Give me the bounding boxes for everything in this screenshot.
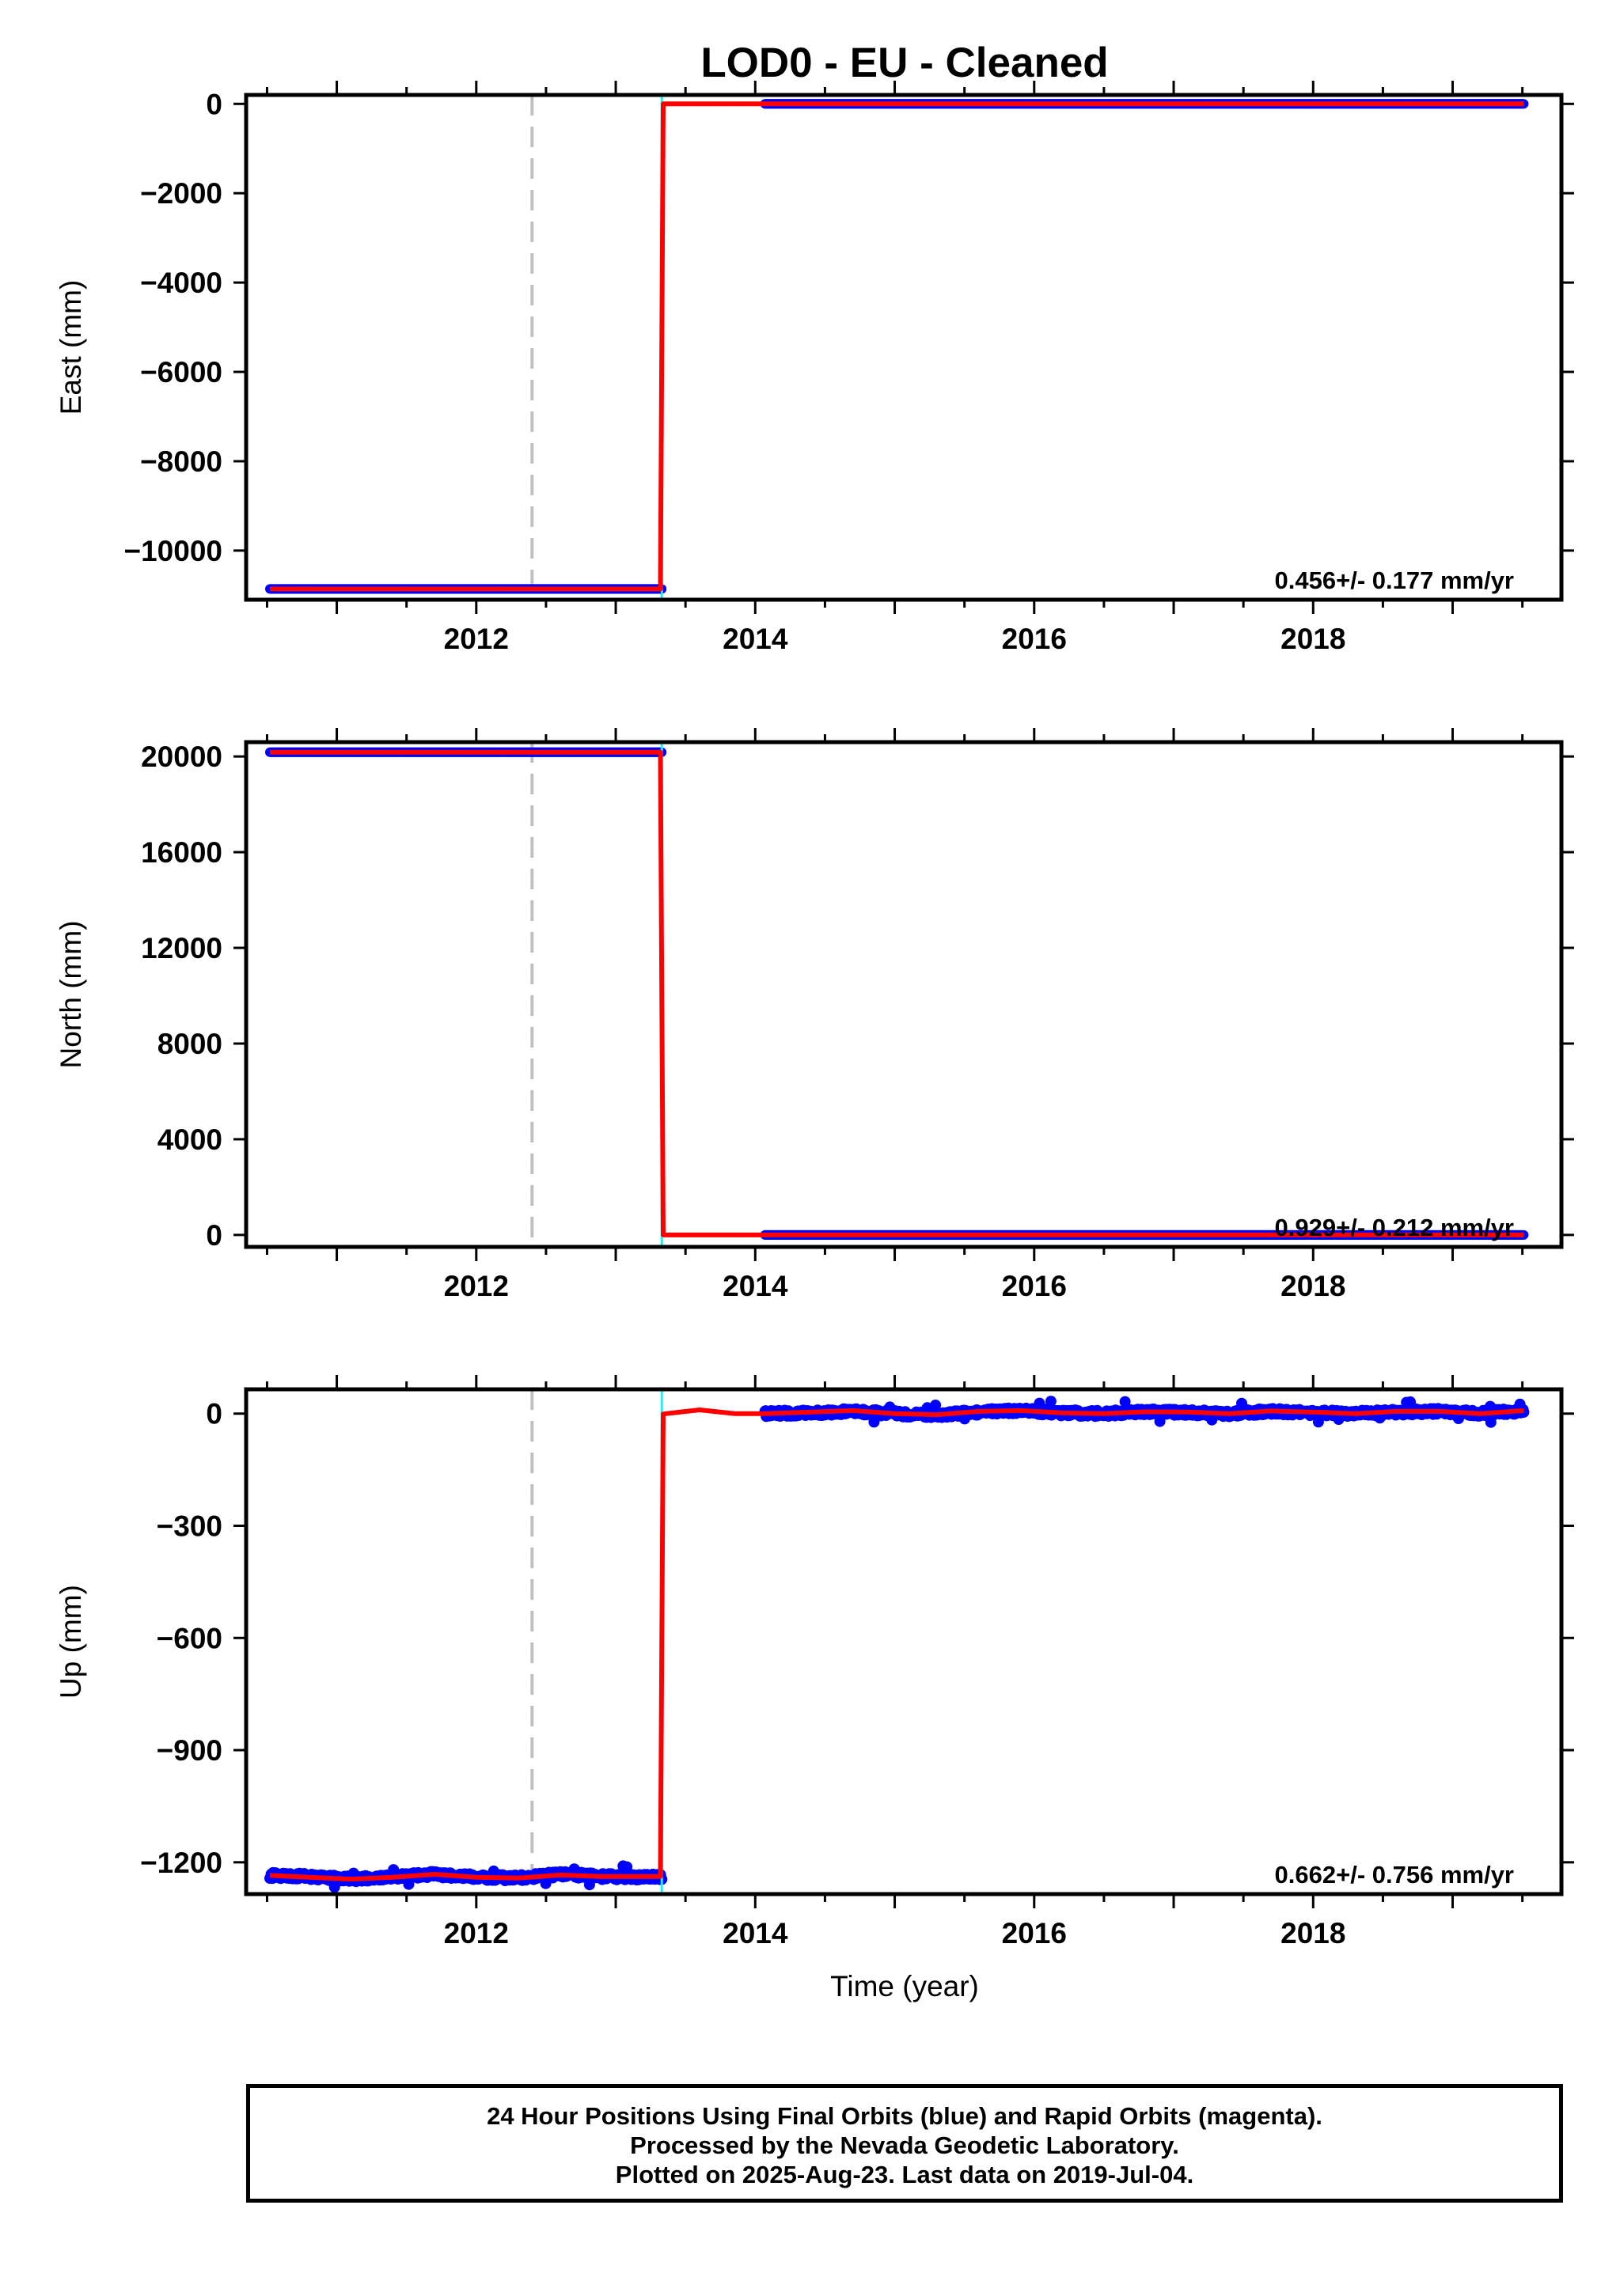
y-tick-label: 4000 bbox=[157, 1123, 222, 1156]
velocity-rate-text: 0.456+/- 0.177 mm/yr bbox=[1275, 566, 1514, 594]
figure-title: LOD0 - EU - Cleaned bbox=[700, 40, 1108, 86]
y-tick-label: 12000 bbox=[141, 932, 222, 964]
x-tick-label: 2018 bbox=[1280, 1270, 1345, 1302]
y-tick-label: 16000 bbox=[141, 836, 222, 869]
y-tick-label: −2000 bbox=[140, 177, 222, 210]
model-fit-line bbox=[270, 101, 1524, 592]
panel-2: 2012 2014 2016 2018 20000 16000 12000 8000 4000 0… bbox=[55, 728, 1574, 1302]
y-tick-label: 0 bbox=[206, 88, 222, 120]
y-tick-label: 20000 bbox=[141, 741, 222, 773]
panel-1: 2012 2014 2016 2018 0 −2000 −4000 −6000 −8000 −10… bbox=[55, 81, 1574, 655]
data-points bbox=[265, 99, 1529, 594]
plot-frame bbox=[244, 93, 1564, 602]
model-fit-line bbox=[270, 749, 1524, 1237]
x-tick-label: 2012 bbox=[444, 623, 509, 655]
y-tick-label: −4000 bbox=[140, 267, 222, 299]
data-points bbox=[264, 1396, 1530, 1893]
y-axis-label: North (mm) bbox=[55, 920, 87, 1068]
x-tick-label: 2014 bbox=[723, 623, 788, 655]
x-tick-label: 2014 bbox=[723, 1270, 788, 1302]
y-tick-label: −10000 bbox=[124, 535, 223, 567]
data-point bbox=[1045, 1396, 1057, 1408]
x-tick-label: 2018 bbox=[1280, 623, 1345, 655]
y-tick-label: −8000 bbox=[140, 445, 222, 478]
data-points bbox=[265, 747, 1529, 1240]
x-tick-label: 2016 bbox=[1002, 1270, 1067, 1302]
plot-frame bbox=[244, 740, 1564, 1249]
x-tick-label: 2012 bbox=[444, 1270, 509, 1302]
y-tick-label: 0 bbox=[206, 1219, 222, 1252]
y-tick-label: 8000 bbox=[157, 1028, 222, 1060]
y-tick-label: −6000 bbox=[140, 356, 222, 388]
velocity-rate-text: 0.929+/- 0.212 mm/yr bbox=[1275, 1214, 1514, 1241]
x-tick-label: 2016 bbox=[1002, 623, 1067, 655]
y-axis-label: East (mm) bbox=[55, 280, 87, 415]
